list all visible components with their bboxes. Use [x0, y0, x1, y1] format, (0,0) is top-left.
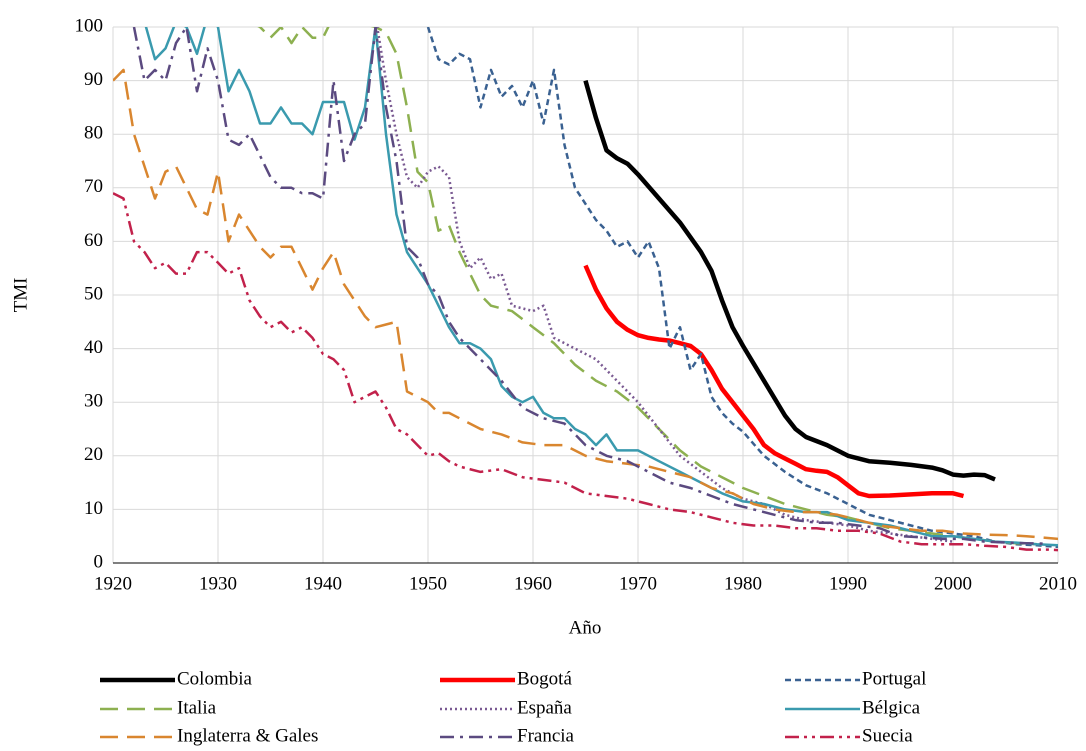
- y-tick-label: 100: [75, 15, 104, 36]
- x-tick-label: 1990: [829, 573, 867, 594]
- series-line: [132, 27, 1048, 545]
- x-tick-label: 2000: [934, 573, 972, 594]
- y-tick-label: 80: [84, 123, 103, 144]
- x-tick-label: 1950: [409, 573, 447, 594]
- legend-label: Bogotá: [517, 668, 572, 689]
- series-line: [583, 79, 996, 482]
- legend-label: Italia: [177, 697, 217, 718]
- y-tick-label: 30: [84, 391, 103, 412]
- x-tick-label: 1970: [619, 573, 657, 594]
- y-tick-label: 40: [84, 337, 103, 358]
- legend-label: Portugal: [862, 668, 926, 689]
- y-axis-label: TMI: [10, 278, 31, 313]
- y-tick-label: 50: [84, 283, 103, 304]
- legend-label: España: [517, 697, 572, 718]
- series-line: [113, 192, 1058, 552]
- legend-label: Inglaterra & Gales: [177, 725, 318, 746]
- grid: [112, 26, 1059, 564]
- x-tick-label: 1980: [724, 573, 762, 594]
- plot-area: [113, 27, 1058, 552]
- axes: 0 10 20 30 40 50 60 70 80 90 100 1920 1930 1940 1950 19…: [75, 15, 1078, 594]
- y-tick-label: 10: [84, 498, 103, 519]
- y-tick-label: 60: [84, 230, 103, 251]
- series-line: [426, 27, 1058, 549]
- legend-label: Francia: [517, 725, 575, 746]
- x-tick-label: 2010: [1039, 573, 1077, 594]
- series-line: [113, 68, 1058, 541]
- y-tick-label: 0: [94, 551, 104, 572]
- y-tick-label: 90: [84, 69, 103, 90]
- x-tick-label: 1930: [199, 573, 237, 594]
- y-tick-label: 70: [84, 176, 103, 197]
- series-line: [144, 27, 1058, 547]
- legend-label: Bélgica: [862, 697, 921, 718]
- x-tick-label: 1940: [304, 573, 342, 594]
- x-tick-label: 1920: [94, 573, 132, 594]
- x-tick-label: 1960: [514, 573, 552, 594]
- legend-label: Suecia: [862, 725, 913, 746]
- series-line: [583, 264, 965, 499]
- legend-label: Colombia: [177, 668, 253, 689]
- y-tick-label: 20: [84, 444, 103, 465]
- x-axis-label: Año: [569, 617, 602, 638]
- legend: Colombia Bogotá Portugal Italia España Bélgic…: [100, 668, 926, 746]
